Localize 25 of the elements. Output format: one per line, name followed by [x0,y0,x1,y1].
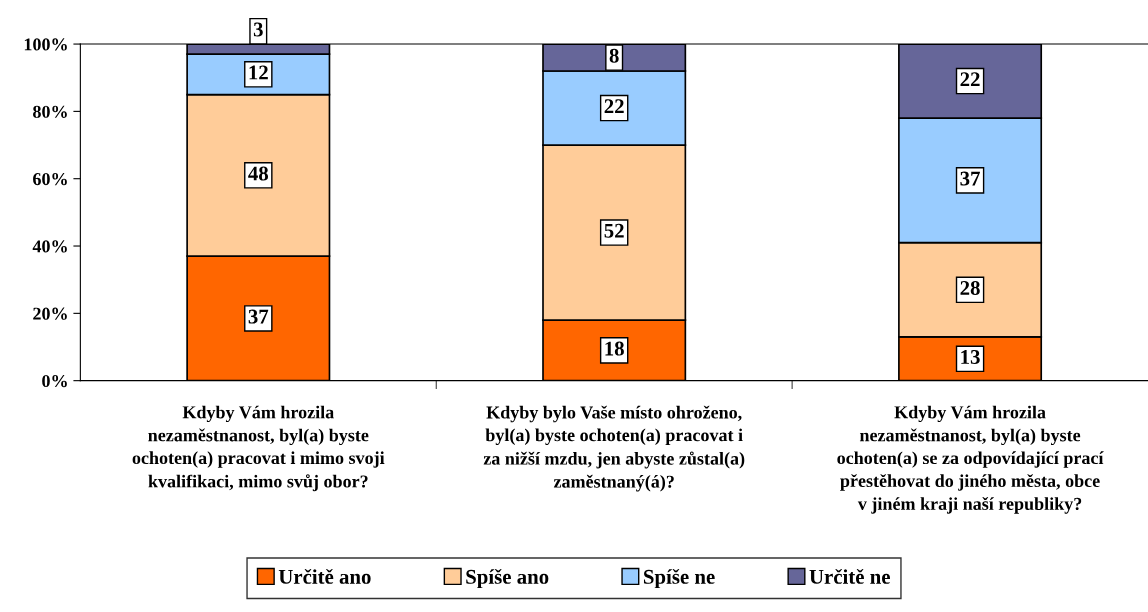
x-tick-label: Kdyby Vám hrozila nezaměstnanost, byl(a) byste ochoten(a) pracovat i mimo svoji kvalifikaci, mimo svůj obor? [132,405,385,492]
legend-label: Spíše ne [643,568,715,589]
legend-label: Určitě ne [809,568,890,584]
legend-label: Spíše ano [466,568,549,589]
data-label: 37 [960,171,980,186]
data-label: 22 [960,72,980,87]
y-tick-label: 100% [24,38,67,51]
x-tick-label: Kdyby Vám hrozila nezaměstnanost, byl(a) byste ochoten(a) se za odpovídající prací přestěhovat do jiného města, obce v jiném kraji naší republiky? [837,405,1104,514]
y-tick-label: 80% [33,105,67,118]
y-tick-label: 0% [42,374,67,388]
data-label: 22 [604,99,624,114]
data-label: 13 [961,350,980,364]
y-tick-label: 20% [33,307,67,320]
x-tick-label: Kdyby bylo Vaše místo ohroženo, byl(a) byste ochoten(a) pracovat i za nižší mzdu, jen abyste zůstal(a) zaměstnaný(á)? [483,405,745,492]
y-tick-label: 60% [33,172,67,186]
data-label: 8 [609,48,619,63]
y-tick-label: 40% [32,240,67,253]
data-label: 52 [604,223,624,238]
data-label: 18 [605,341,624,356]
data-label: 12 [249,65,268,80]
data-label: 48 [248,166,269,181]
data-label: 3 [253,22,263,37]
data-label: 28 [960,280,980,295]
data-label: 37 [248,309,269,324]
legend-label: Určitě ano [278,568,371,584]
